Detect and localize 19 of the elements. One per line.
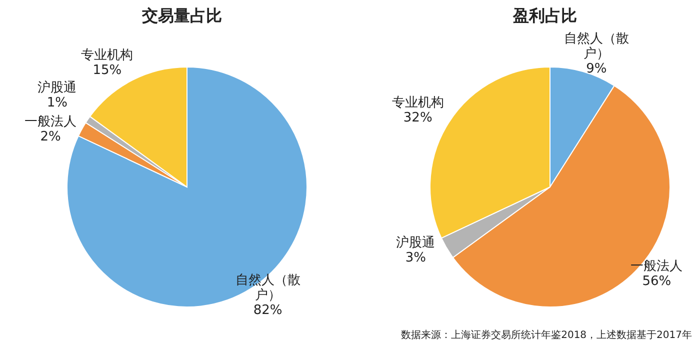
data-label: 1%	[46, 95, 68, 110]
source-note: 数据来源：上海证券交易所统计年鉴2018，上述数据基于2017年	[401, 328, 692, 342]
data-label: 3%	[405, 250, 426, 266]
slice-label: 一般法人	[24, 114, 77, 130]
data-label: 56%	[642, 274, 672, 289]
data-label: 15%	[92, 62, 122, 78]
slice-label: 自然人（散户）	[564, 30, 629, 61]
slice-label: 沪股通	[396, 234, 436, 250]
data-label: 2%	[40, 129, 61, 144]
chart-title: 交易量占比	[141, 6, 223, 27]
slice-label: 专业机构	[81, 48, 134, 63]
chart-title: 盈利占比	[512, 6, 578, 27]
slice-label: 沪股通	[38, 79, 77, 96]
data-label: 9%	[586, 60, 607, 76]
slice-label: 一般法人	[630, 258, 683, 274]
data-label: 32%	[403, 110, 432, 126]
slice-label: 自然人（散户）	[235, 272, 300, 303]
data-label: 82%	[253, 302, 282, 318]
slice-label: 专业机构	[392, 95, 444, 110]
